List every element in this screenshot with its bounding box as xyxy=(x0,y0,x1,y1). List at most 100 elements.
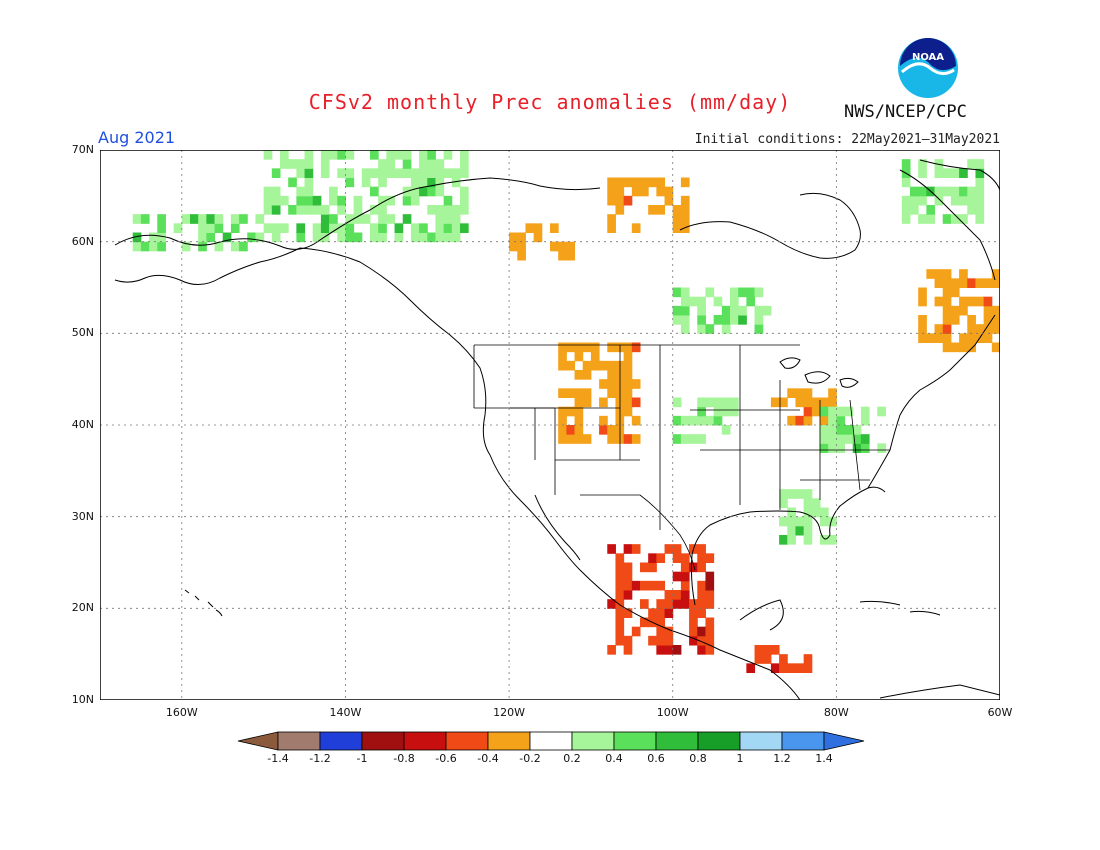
anomaly-cell xyxy=(926,269,936,279)
anomaly-cell xyxy=(435,177,445,188)
colorbar xyxy=(237,731,865,751)
lat-label: 10N xyxy=(71,693,94,706)
anomaly-cell xyxy=(689,562,698,573)
anomaly-cell xyxy=(435,205,445,215)
colorbar-swatch xyxy=(529,731,573,751)
anomaly-cell xyxy=(983,333,993,343)
anomaly-cell xyxy=(320,168,330,178)
anomaly-cell xyxy=(320,159,330,169)
anomaly-cell xyxy=(623,342,633,353)
anomaly-cell xyxy=(836,406,846,417)
anomaly-cell xyxy=(296,159,306,169)
anomaly-cell xyxy=(386,150,396,160)
anomaly-cell xyxy=(419,186,428,197)
anomaly-cell xyxy=(877,406,886,417)
anomaly-cell xyxy=(820,415,829,426)
anomaly-cell xyxy=(918,195,927,206)
anomaly-cell xyxy=(672,415,682,426)
anomaly-cell xyxy=(427,177,436,188)
anomaly-cell xyxy=(672,599,682,609)
colorbar-tick-label: -0.8 xyxy=(393,752,415,765)
anomaly-cell xyxy=(967,342,976,353)
anomaly-cell xyxy=(991,342,1000,353)
anomaly-cell xyxy=(566,388,576,398)
anomaly-cell xyxy=(361,214,371,224)
anomaly-cell xyxy=(247,232,256,243)
colorbar-swatch xyxy=(697,731,741,751)
anomaly-cell xyxy=(517,250,526,261)
colorbar-tick-label: 1.4 xyxy=(815,752,833,765)
anomaly-cell xyxy=(353,232,363,243)
anomaly-cell xyxy=(607,214,616,224)
anomaly-cell xyxy=(828,434,837,444)
anomaly-cell xyxy=(550,223,559,233)
colorbar-swatch xyxy=(445,731,489,751)
anomaly-cell xyxy=(345,177,355,188)
anomaly-cell xyxy=(370,150,379,160)
anomaly-cell xyxy=(926,333,936,343)
anomaly-cell xyxy=(271,205,281,215)
anomaly-cell xyxy=(910,186,919,197)
colorbar-tick-label: -0.2 xyxy=(519,752,541,765)
anomaly-cell xyxy=(370,168,379,178)
anomaly-cell xyxy=(901,159,911,169)
anomaly-cell xyxy=(836,443,846,453)
anomaly-cell xyxy=(378,205,387,215)
anomaly-cell xyxy=(901,205,911,215)
anomaly-cell xyxy=(419,150,428,160)
anomaly-cell xyxy=(345,214,355,224)
anomaly-cell xyxy=(574,388,584,398)
anomaly-cell xyxy=(664,645,674,655)
anomaly-cell xyxy=(860,415,870,426)
anomaly-cell xyxy=(705,553,715,563)
anomaly-cell xyxy=(713,315,723,325)
anomaly-cell xyxy=(803,516,813,527)
anomaly-cell xyxy=(656,626,666,637)
anomaly-cell xyxy=(640,186,649,197)
anomaly-cell xyxy=(566,241,576,252)
anomaly-cell xyxy=(394,168,404,178)
anomaly-cell xyxy=(623,351,633,362)
anomaly-cell xyxy=(582,360,592,371)
anomaly-cell xyxy=(590,351,600,362)
anomaly-cell xyxy=(664,635,674,646)
anomaly-cell xyxy=(991,315,1000,325)
anomaly-cell xyxy=(198,214,207,224)
lat-label: 60N xyxy=(71,234,94,248)
anomaly-cell xyxy=(975,296,985,307)
anomaly-cell xyxy=(263,150,273,160)
lon-label: 140W xyxy=(329,706,362,719)
anomaly-cell xyxy=(918,333,927,343)
anomaly-cell xyxy=(680,434,690,444)
anomaly-cell xyxy=(558,360,567,371)
anomaly-cell xyxy=(713,415,723,426)
anomaly-cell xyxy=(779,397,788,408)
anomaly-cell xyxy=(451,205,461,215)
anomaly-cell xyxy=(950,342,960,353)
anomaly-cell xyxy=(574,434,584,444)
anomaly-cell xyxy=(787,507,796,518)
anomaly-cell xyxy=(934,195,944,206)
anomaly-cell xyxy=(427,159,436,169)
anomaly-cell xyxy=(345,223,355,233)
anomaly-cell xyxy=(443,150,453,160)
anomaly-cell xyxy=(959,296,968,307)
colorbar-swatch xyxy=(319,731,363,751)
anomaly-cell xyxy=(975,324,985,334)
anomaly-cell xyxy=(705,397,715,408)
anomaly-cell xyxy=(795,516,805,527)
anomaly-cell xyxy=(959,195,968,206)
colorbar-tick-label: -0.4 xyxy=(477,752,499,765)
anomaly-cell xyxy=(836,415,846,426)
anomaly-cell xyxy=(697,599,706,609)
anomaly-cell xyxy=(672,287,682,298)
anomaly-cell xyxy=(697,553,706,563)
anomaly-cell xyxy=(770,645,780,655)
anomaly-cell xyxy=(337,195,346,206)
anomaly-cell xyxy=(779,516,788,527)
anomaly-cell xyxy=(435,223,445,233)
anomaly-cell xyxy=(721,315,731,325)
anomaly-cell xyxy=(427,232,436,243)
lon-label: 120W xyxy=(493,706,526,719)
anomaly-cell xyxy=(623,434,633,444)
